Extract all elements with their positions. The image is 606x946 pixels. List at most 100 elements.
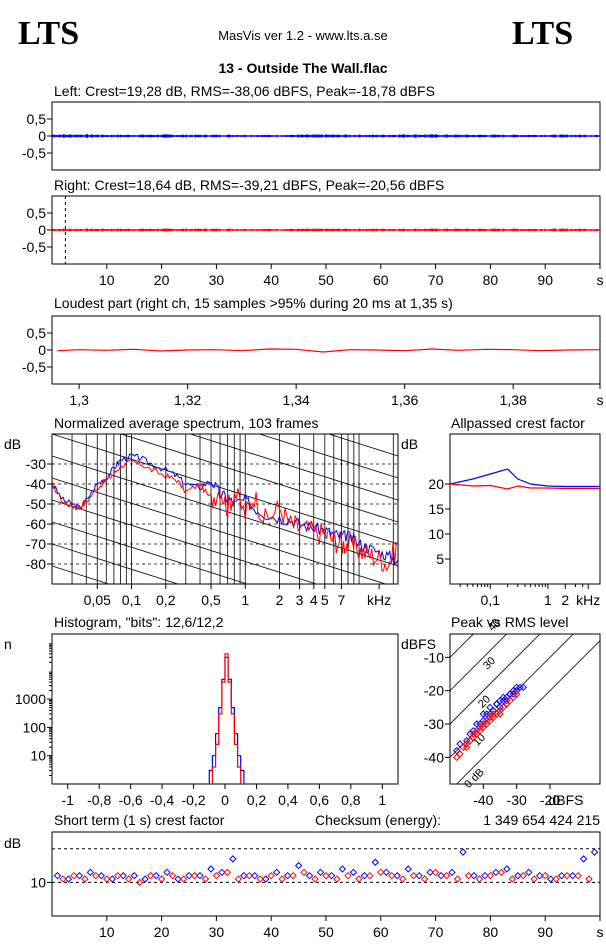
- peak_vs_rms-point: [472, 726, 481, 735]
- short-term-crest-title: Short term (1 s) crest factor: [54, 812, 225, 828]
- histogram-xtick-label: 0,8: [341, 792, 361, 808]
- spectrum-slope-line: [52, 455, 398, 567]
- short_term_crest-point: [541, 871, 549, 880]
- crest-factor-title: Allpassed crest factor: [451, 415, 585, 431]
- average_spectrum-xtick-label: 1: [241, 592, 249, 608]
- short_term_crest-point: [316, 868, 325, 877]
- short_term_crest-point: [70, 871, 78, 880]
- short_term_crest-point: [344, 871, 352, 880]
- short_term_crest-xtick-label: 70: [428, 924, 444, 940]
- left_waveform-ytick-label: 0: [38, 128, 46, 144]
- average_spectrum-xtick-label: 0,5: [201, 592, 221, 608]
- charts-layer: 0,50-0,50,50-0,510 20 30 40 50 60 70 80 90 s0,50-…: [15, 101, 604, 940]
- loudest_part-ytick-label: 0,5: [27, 325, 47, 341]
- short_term_crest-point: [256, 875, 264, 883]
- peak_vs_rms-ytick-label: -10: [424, 649, 444, 665]
- short_term_crest-point: [311, 875, 319, 883]
- spectrum-slope-line: [258, 434, 398, 479]
- histogram-xtick-label: 0,4: [278, 792, 298, 808]
- short_term_crest-point: [552, 875, 560, 883]
- spectrum-slope-line: [52, 521, 249, 584]
- short_term_crest-point: [388, 871, 396, 880]
- short_term_crest-point: [481, 871, 489, 880]
- short_term_crest-ytick-label: 10: [30, 874, 46, 890]
- peak_vs_rms-point: [519, 683, 528, 692]
- short_term_crest-point: [168, 871, 177, 880]
- average_spectrum-xtick-label: 7: [338, 592, 346, 608]
- short_term_crest-point: [283, 871, 292, 880]
- short_term_crest-point: [536, 871, 544, 880]
- short_term_crest-point: [179, 875, 188, 883]
- spectrum-slope-line: [52, 499, 318, 584]
- right-waveform-title: Right: Crest=18,64 dB, RMS=-39,21 dBFS, …: [54, 177, 444, 193]
- loudest_part-ytick-label: -0,5: [22, 359, 46, 375]
- app-title: MasVis ver 1.2 - www.lts.a.se: [218, 28, 388, 43]
- short_term_crest-point: [223, 868, 232, 877]
- spectrum-slope-line: [52, 543, 180, 584]
- short_term_crest-point: [508, 875, 517, 883]
- right_waveform-xtick-label: 50: [318, 272, 334, 288]
- short_term_crest-point: [218, 868, 226, 877]
- short_term_crest-frame: [51, 831, 601, 917]
- histogram-xtick-label: -0,8: [87, 792, 111, 808]
- histogram-ylabel: n: [4, 636, 12, 652]
- peak-rms-diagonal: [450, 634, 508, 692]
- left_waveform-ytick-label: -0,5: [22, 145, 46, 161]
- peak_vs_rms-ytick-label: -30: [424, 716, 444, 732]
- allpassed_crest-ytick-label: 10: [428, 526, 444, 542]
- peak_vs_rms-point: [466, 736, 474, 745]
- short_term_crest-point: [152, 871, 160, 880]
- histogram-xtick-label: 1: [378, 792, 386, 808]
- short_term_crest-point: [240, 871, 248, 880]
- short_term_crest-point: [267, 871, 275, 880]
- average_spectrum-xtick-label: 0,1: [122, 592, 142, 608]
- short_term_crest-xtick-label: 20: [154, 924, 170, 940]
- spectrum-slope-line: [119, 434, 398, 523]
- right_waveform-ytick-label: 0: [38, 222, 46, 238]
- crest-ylabel: dB: [401, 436, 418, 452]
- short_term_crest-point: [234, 875, 243, 883]
- left_waveform-ytick-label: 0,5: [27, 111, 47, 127]
- short_term_crest-point: [355, 875, 363, 883]
- short_term_crest-point: [399, 875, 407, 883]
- short_term_crest-point: [119, 871, 127, 880]
- short_term_crest-point: [371, 858, 380, 866]
- short_term_crest-point: [519, 871, 527, 880]
- loudest-part-title: Loudest part (right ch, 15 samples >95% …: [54, 295, 453, 311]
- short_term_crest-point: [327, 871, 336, 880]
- right_waveform-xtick-label: 90: [537, 272, 553, 288]
- short_term_crest-xtick-label: 10: [99, 924, 115, 940]
- short_term_crest-point: [557, 871, 566, 880]
- spectrum-slope-line: [327, 434, 398, 457]
- short_term_crest-point: [130, 871, 138, 880]
- short_term_crest-point: [585, 875, 593, 883]
- spectrum-ylabel: dB: [4, 436, 21, 452]
- short_term_crest-point: [174, 875, 182, 883]
- short_term_crest-point: [546, 875, 555, 883]
- histogram-series-1: [52, 653, 398, 784]
- short_term_crest-xtick-label: 40: [263, 924, 279, 940]
- short_term_crest-point: [86, 868, 95, 877]
- short_term_crest-point: [245, 871, 253, 880]
- logo-right: LTS: [512, 15, 573, 52]
- allpassed_crest-frame: [449, 433, 601, 585]
- short_term_crest-point: [190, 871, 199, 880]
- histogram-ytick-label: 1000: [15, 691, 46, 707]
- short_term_crest-point: [103, 875, 111, 883]
- short_term_crest-xtick-label: 60: [373, 924, 389, 940]
- short_term_crest-point: [53, 871, 62, 880]
- left-waveform-title: Left: Crest=19,28 dB, RMS=-38,06 dBFS, P…: [54, 83, 435, 99]
- average_spectrum-xtick-label: 0,2: [156, 592, 176, 608]
- short_term_crest-point: [125, 875, 133, 883]
- right_waveform-xtick-label: 20: [154, 272, 170, 288]
- short_term_crest-point: [459, 848, 467, 856]
- loudest_part-ytick-label: 0: [38, 342, 46, 358]
- average_spectrum-frame: [51, 433, 399, 585]
- average_spectrum-xtick-label: 0,05: [84, 592, 111, 608]
- spectrum-slope-line: [52, 302, 398, 412]
- peak_vs_rms-point: [502, 700, 511, 708]
- average_spectrum-ytick-label: -40: [26, 476, 46, 492]
- checksum-label: Checksum (energy):: [315, 812, 441, 828]
- short_term_crest-point: [377, 868, 385, 877]
- short_term_crest-point: [382, 868, 390, 877]
